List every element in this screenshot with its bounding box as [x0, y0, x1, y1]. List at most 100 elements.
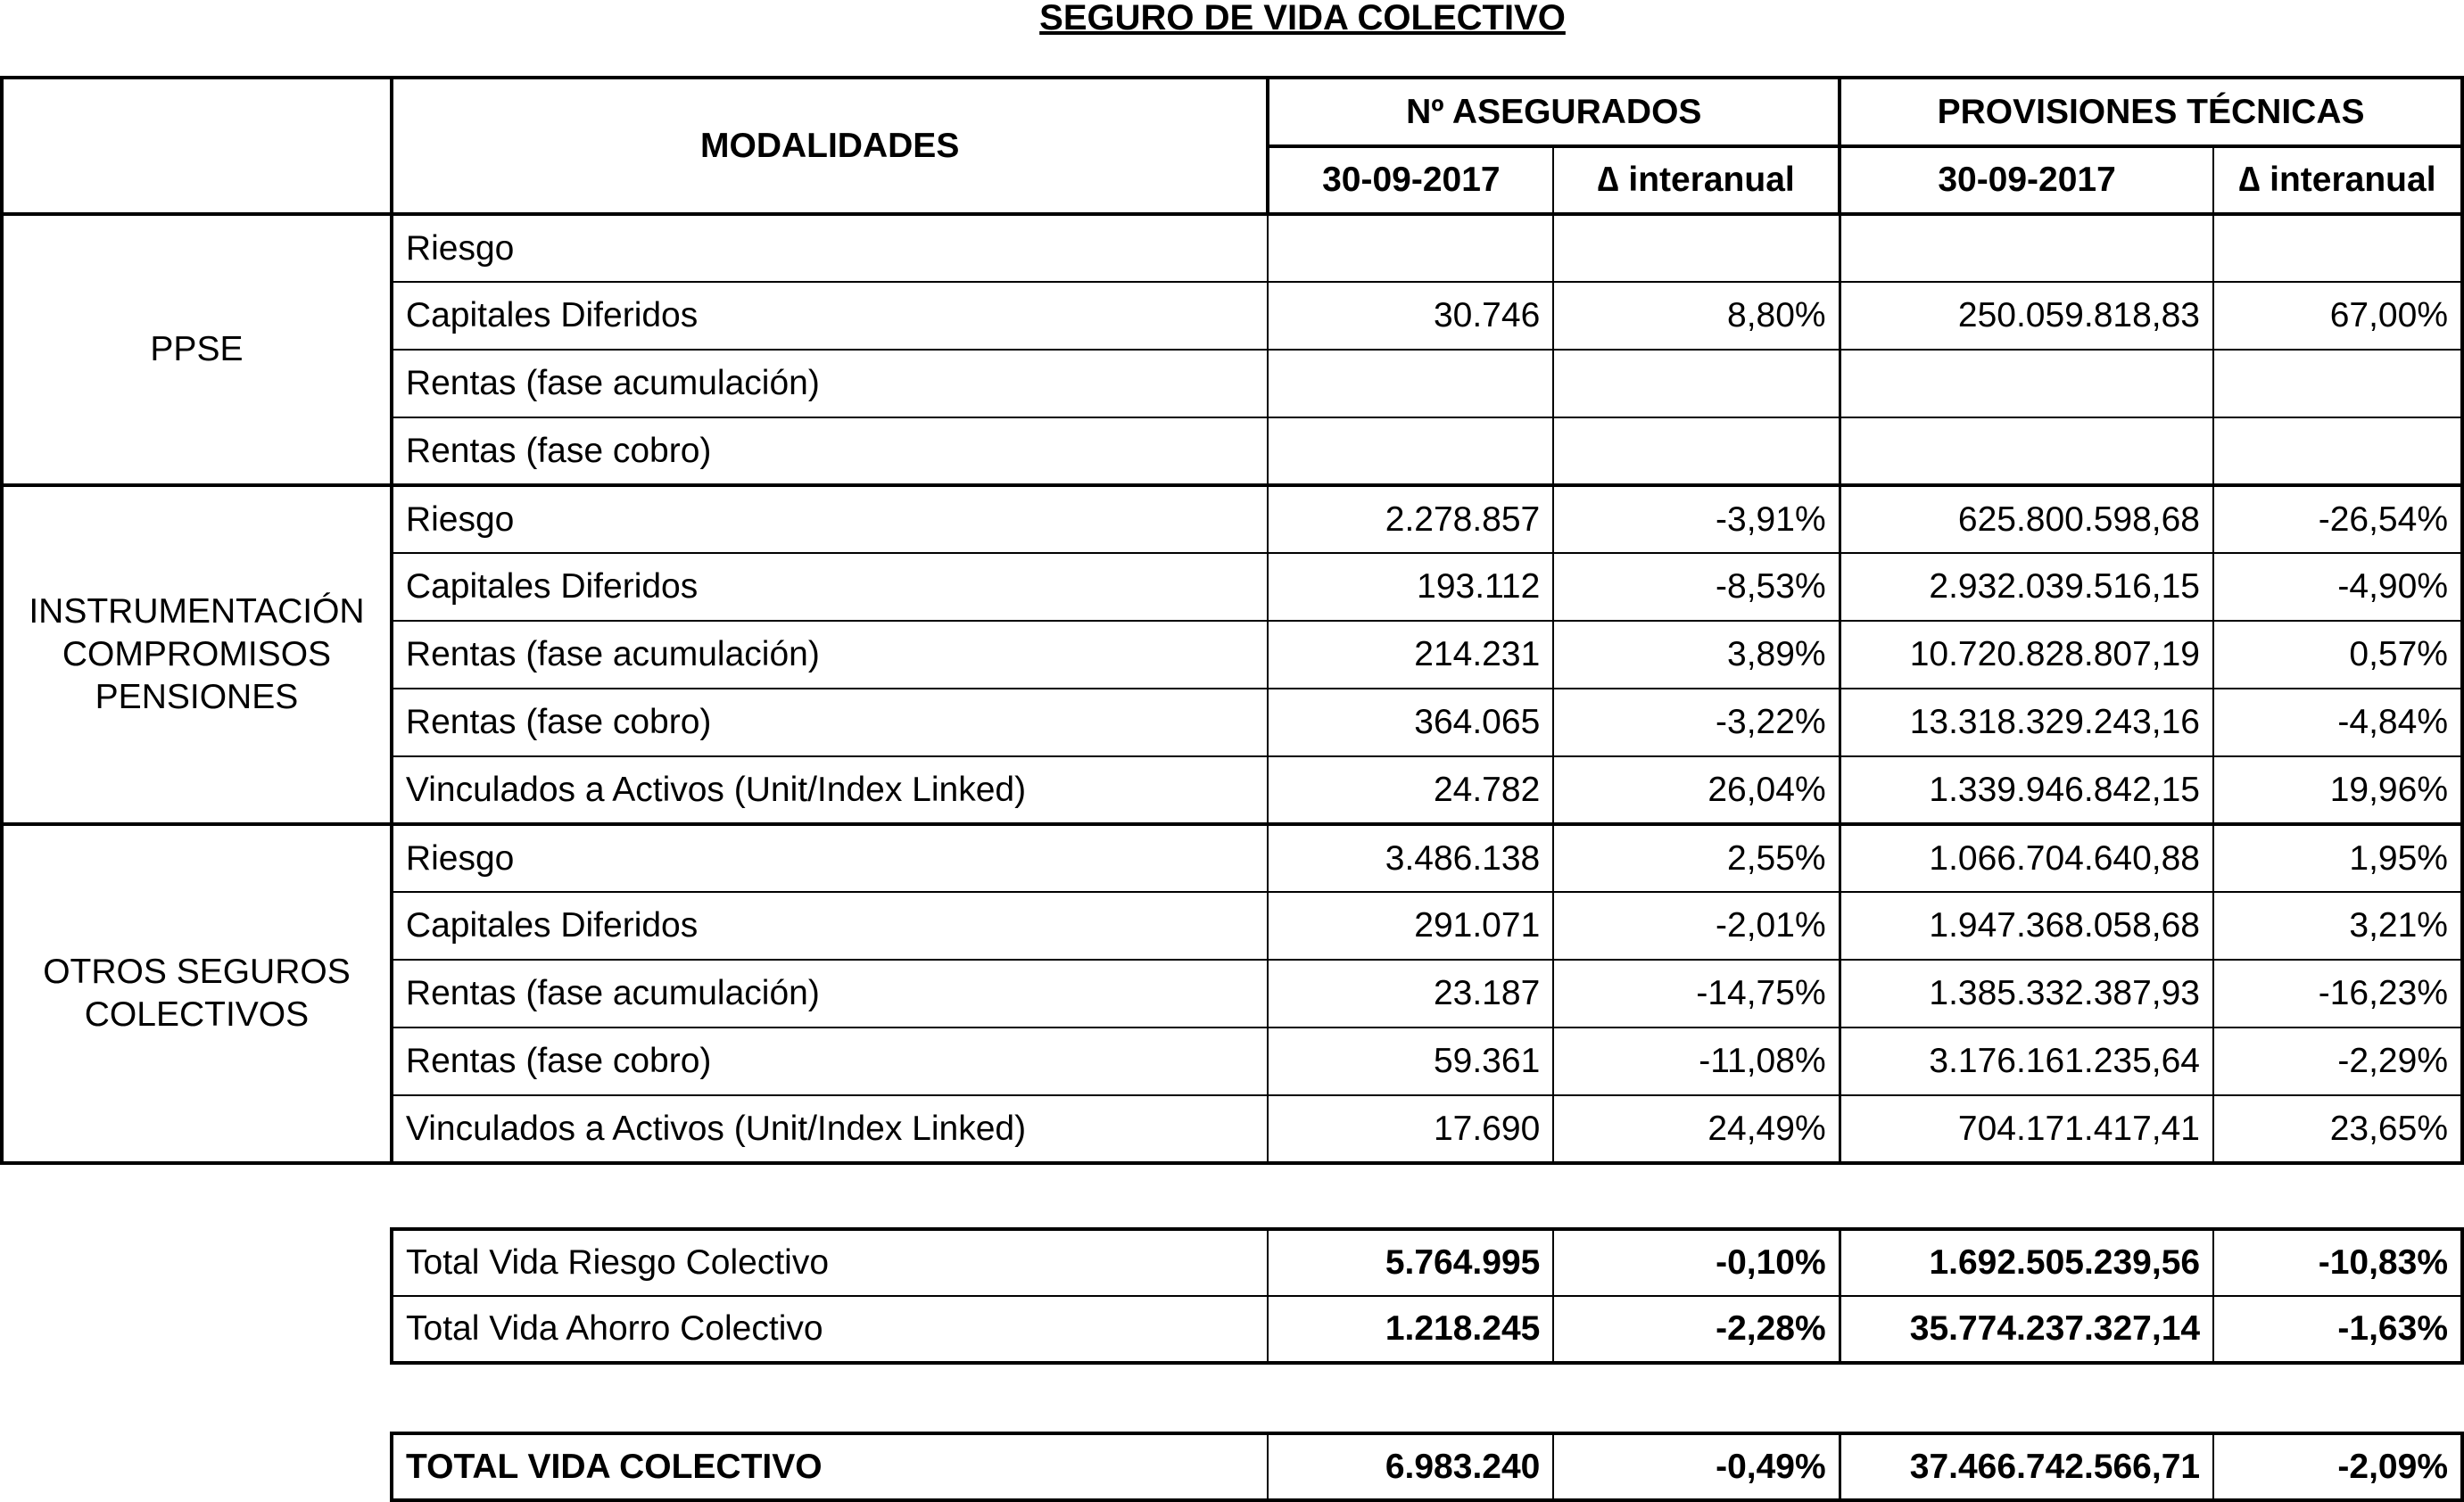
main-table: MODALIDADES Nº ASEGURADOS PROVISIONES TÉ…: [0, 76, 2464, 1165]
cell-aseg: 24.782: [1267, 755, 1555, 825]
header-modalidades: MODALIDADES: [389, 76, 1270, 216]
cell-prov: 1.385.332.387,93: [1839, 959, 2214, 1028]
row-label: Capitales Diferidos: [390, 281, 1269, 351]
cell-aseg: 30.746: [1267, 281, 1555, 351]
cell-prov-delta: 0,57%: [2212, 620, 2463, 689]
cell-aseg: 6.983.240: [1267, 1432, 1555, 1501]
table-row: Rentas (fase cobro): [2, 417, 2463, 486]
row-label: Rentas (fase cobro): [390, 417, 1269, 486]
cell-aseg: [1267, 417, 1555, 486]
table-row: Vinculados a Activos (Unit/Index Linked)…: [2, 1094, 2463, 1164]
cell-aseg: 17.690: [1267, 1094, 1555, 1164]
cell-prov: [1839, 349, 2214, 418]
row-label: Vinculados a Activos (Unit/Index Linked): [390, 755, 1269, 825]
grand-total-row: TOTAL VIDA COLECTIVO 6.983.240 -0,49% 37.46…: [390, 1432, 2463, 1501]
header-prov-delta: ∆ interanual: [2212, 145, 2463, 216]
cell-aseg-delta: [1552, 417, 1841, 486]
cell-aseg-delta: -14,75%: [1552, 959, 1841, 1028]
group-label: OTROS SEGUROS COLECTIVOS: [1, 822, 393, 1164]
cell-aseg-delta: 26,04%: [1552, 755, 1841, 825]
cell-aseg: 5.764.995: [1267, 1228, 1555, 1297]
total-row: Total Vida Riesgo Colectivo 5.764.995 -0,1…: [390, 1228, 2463, 1297]
cell-prov-delta: 67,00%: [2212, 281, 2463, 351]
table-row: Rentas (fase cobro) 364.065 -3,22% 13.318.3…: [2, 688, 2463, 757]
cell-aseg-delta: [1552, 349, 1841, 418]
table-row: Rentas (fase acumulación) 214.231 3,89% 10.…: [2, 620, 2463, 689]
cell-aseg-delta: 2,55%: [1552, 822, 1841, 893]
cell-prov-delta: -2,29%: [2212, 1027, 2463, 1096]
cell-aseg: 59.361: [1267, 1027, 1555, 1096]
row-label: Rentas (fase acumulación): [390, 620, 1269, 689]
cell-aseg: 2.278.857: [1267, 483, 1555, 554]
cell-aseg: 23.187: [1267, 959, 1555, 1028]
table-row: Rentas (fase acumulación): [2, 349, 2463, 418]
table-row: INSTRUMENTACIÓN COMPROMISOS PENSIONES Rie…: [1, 483, 2463, 825]
cell-prov-delta: [2212, 349, 2463, 418]
row-label: Riesgo: [390, 483, 1269, 554]
cell-aseg-delta: -0,49%: [1552, 1432, 1841, 1501]
cell-aseg-delta: 24,49%: [1552, 1094, 1841, 1164]
row-label: Rentas (fase cobro): [390, 1027, 1269, 1096]
cell-aseg-delta: -2,01%: [1552, 891, 1841, 961]
cell-prov: 1.947.368.058,68: [1839, 891, 2214, 961]
cell-prov-delta: -26,54%: [2212, 483, 2463, 554]
cell-aseg-delta: -2,28%: [1552, 1295, 1841, 1364]
cell-prov: 13.318.329.243,16: [1839, 688, 2214, 757]
grand-total-table: TOTAL VIDA COLECTIVO 6.983.240 -0,49% 37.46…: [390, 1432, 2464, 1502]
cell-prov-delta: 1,95%: [2212, 822, 2463, 893]
row-label: Vinculados a Activos (Unit/Index Linked): [390, 1094, 1269, 1164]
table-row: Vinculados a Activos (Unit/Index Linked)…: [2, 755, 2463, 825]
cell-prov-delta: [2212, 213, 2463, 283]
row-label: Riesgo: [390, 822, 1269, 893]
cell-aseg-delta: -3,91%: [1552, 483, 1841, 554]
cell-prov: 1.066.704.640,88: [1839, 822, 2214, 893]
cell-prov-delta: [2212, 417, 2463, 486]
cell-prov: 10.720.828.807,19: [1839, 620, 2214, 689]
cell-prov-delta: -4,90%: [2212, 552, 2463, 622]
row-label: Capitales Diferidos: [390, 552, 1269, 622]
cell-aseg: [1267, 349, 1555, 418]
cell-prov: [1839, 417, 2214, 486]
cell-prov-delta: 19,96%: [2212, 755, 2463, 825]
cell-prov: 1.339.946.842,15: [1839, 755, 2214, 825]
cell-prov-delta: -2,09%: [2212, 1432, 2463, 1501]
row-label: Rentas (fase acumulación): [390, 959, 1269, 1028]
row-label: Rentas (fase acumulación): [390, 349, 1269, 418]
cell-prov-delta: -16,23%: [2212, 959, 2463, 1028]
cell-prov: 3.176.161.235,64: [1839, 1027, 2214, 1096]
header-asegurados: Nº ASEGURADOS: [1266, 76, 1842, 148]
cell-prov-delta: 23,65%: [2212, 1094, 2463, 1164]
row-label: Capitales Diferidos: [390, 891, 1269, 961]
group-label: INSTRUMENTACIÓN COMPROMISOS PENSIONES: [1, 483, 393, 825]
cell-aseg: 214.231: [1267, 620, 1555, 689]
cell-aseg-delta: 8,80%: [1552, 281, 1841, 351]
cell-prov-delta: -4,84%: [2212, 688, 2463, 757]
cell-aseg-delta: [1552, 213, 1841, 283]
cell-aseg-delta: -8,53%: [1552, 552, 1841, 622]
header-prov-date: 30-09-2017: [1839, 145, 2214, 216]
cell-aseg: 1.218.245: [1267, 1295, 1555, 1364]
cell-aseg-delta: -0,10%: [1552, 1228, 1841, 1297]
table-row: OTROS SEGUROS COLECTIVOS Riesgo 3.486.138 2…: [1, 822, 2463, 1164]
cell-prov: 250.059.818,83: [1839, 281, 2214, 351]
row-label: Riesgo: [390, 213, 1269, 283]
cell-aseg: 3.486.138: [1267, 822, 1555, 893]
table-row: Capitales Diferidos 291.071 -2,01% 1.947.36…: [2, 891, 2463, 961]
table-row: Rentas (fase acumulación) 23.187 -14,75% 1.…: [2, 959, 2463, 1028]
table-row: Rentas (fase cobro) 59.361 -11,08% 3.176.16…: [2, 1027, 2463, 1096]
cell-aseg: [1267, 213, 1555, 283]
row-label: TOTAL VIDA COLECTIVO: [390, 1432, 1269, 1501]
cell-prov: 625.800.598,68: [1839, 483, 2214, 554]
row-label: Total Vida Riesgo Colectivo: [390, 1228, 1269, 1297]
cell-aseg: 291.071: [1267, 891, 1555, 961]
cell-prov-delta: 3,21%: [2212, 891, 2463, 961]
page-title: SEGURO DE VIDA COLECTIVO: [1039, 0, 1566, 37]
table-row: Capitales Diferidos 193.112 -8,53% 2.932.03…: [2, 552, 2463, 622]
cell-prov: 2.932.039.516,15: [1839, 552, 2214, 622]
cell-aseg-delta: 3,89%: [1552, 620, 1841, 689]
totals-table: Total Vida Riesgo Colectivo 5.764.995 -0,1…: [390, 1227, 2464, 1365]
cell-prov: [1839, 213, 2214, 283]
table-row: Capitales Diferidos 30.746 8,80% 250.059.81…: [2, 281, 2463, 351]
cell-prov-delta: -1,63%: [2212, 1295, 2463, 1364]
header-provisiones: PROVISIONES TÉCNICAS: [1838, 76, 2464, 148]
